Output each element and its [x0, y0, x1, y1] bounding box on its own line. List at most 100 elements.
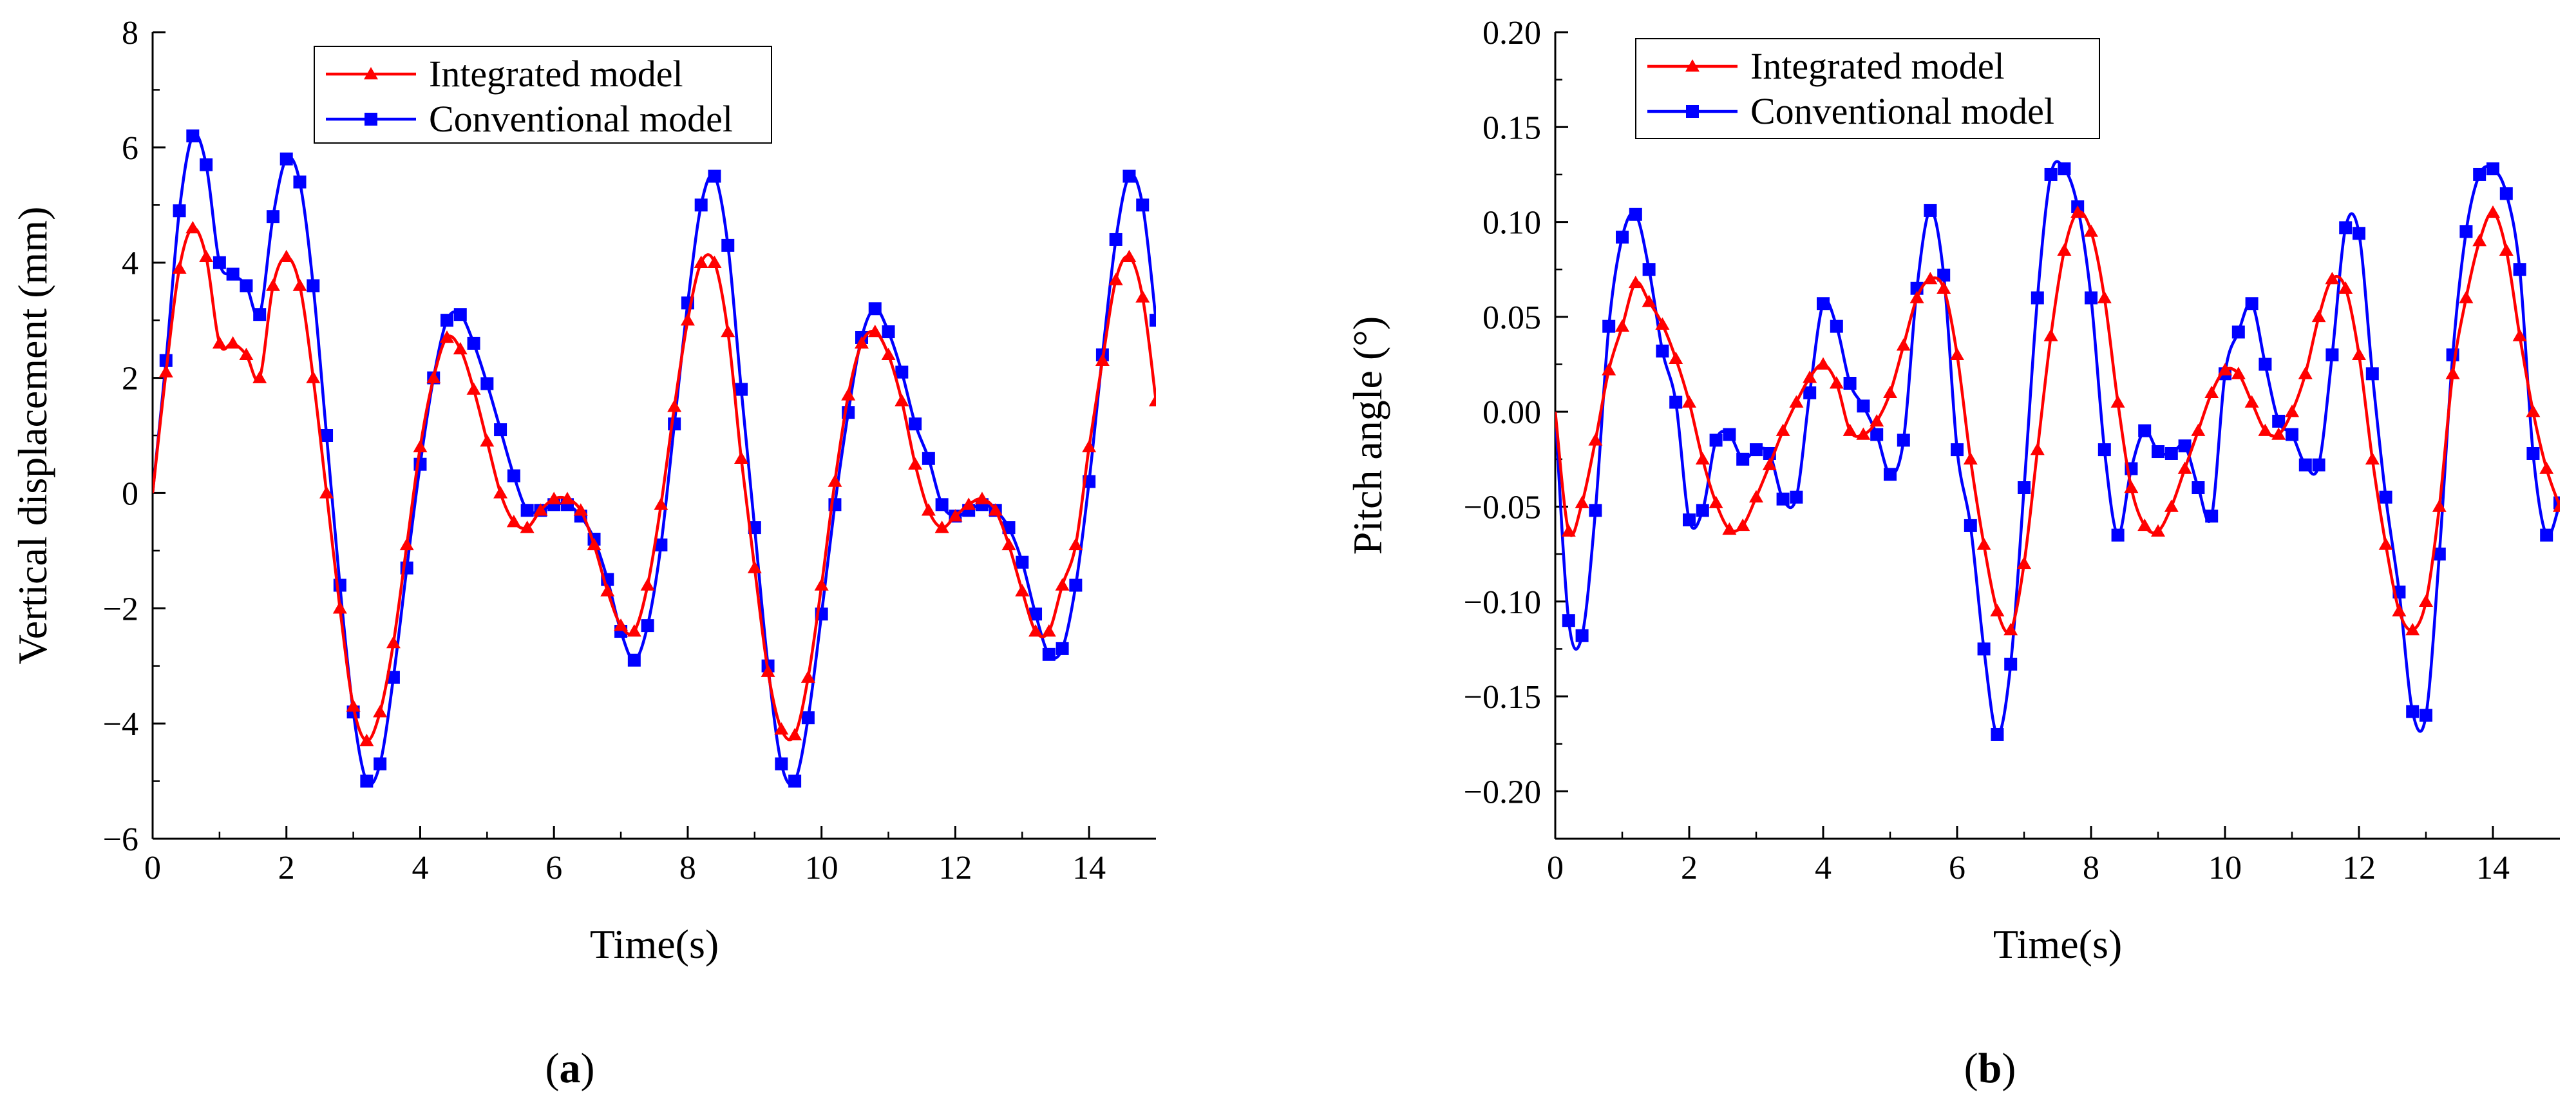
panel-a-data-point — [158, 365, 173, 377]
panel-a-data-point — [641, 619, 654, 633]
panel-b-y-tick-label: 0.05 — [1482, 300, 1541, 336]
panel-a-x-tick-label: 12 — [938, 850, 972, 886]
panel-a-y-tick-label: 2 — [122, 361, 138, 397]
panel-b-data-point — [2138, 424, 2152, 437]
panel-b-legend-box — [1635, 38, 2100, 139]
panel-a-data-point — [761, 664, 775, 677]
panel-b-data-point — [1709, 434, 1723, 447]
panel-a-legend-marker — [364, 67, 378, 80]
panel-a-chart: 0 2 4 6 8 10 12 14 −6 −4 −2 0 2 4 6 8 Time(s) Vertical di… — [10, 15, 1156, 967]
panel-a-data-point — [453, 341, 468, 355]
panel-a-data-point — [480, 377, 494, 390]
panel-a-data-point — [573, 503, 588, 516]
panel-b-data-point — [1682, 395, 1696, 408]
panel-b-data-point — [1575, 629, 1589, 642]
panel-b-data-point — [2205, 510, 2219, 523]
panel-b-data-point — [1602, 363, 1616, 376]
panel-b-data-point — [2540, 528, 2553, 542]
panel-b-x-tick-label: 0 — [1547, 850, 1564, 886]
panel-b-data-point — [2420, 709, 2432, 722]
panel-a-y-tick-label: 0 — [122, 475, 138, 512]
panel-b-data-point — [2191, 423, 2206, 436]
panel-b-data-point — [1923, 271, 1938, 285]
panel-b-data-point — [1642, 263, 1656, 276]
panel-a-data-point — [654, 497, 668, 510]
panel-a-data-point — [253, 308, 267, 321]
panel-b-data-point — [1829, 376, 1844, 389]
panel-a-data-point — [627, 653, 641, 667]
panel-b-data-point — [2258, 423, 2273, 436]
panel-b-data-point — [1669, 351, 1683, 364]
panel-b-series-conventional — [1555, 160, 2560, 741]
panel-a-legend-label: Conventional model — [429, 98, 733, 140]
panel-b-series-line — [1555, 210, 2560, 634]
panel-a-data-point — [226, 267, 240, 281]
panel-b-data-point — [1750, 443, 1763, 457]
panel-b-data-point — [2097, 291, 2112, 303]
panel-b-data-point — [1924, 204, 1937, 217]
panel-b-data-point — [1976, 537, 1991, 550]
panel-a-data-point — [1042, 647, 1056, 661]
panel-a-data-point — [881, 347, 896, 361]
panel-b-data-point — [1951, 443, 1964, 457]
panel-b-y-tick-label: 0.10 — [1482, 205, 1541, 242]
panel-a-data-point — [707, 255, 722, 268]
panel-a-legend-label: Integrated model — [429, 53, 683, 95]
panel-b-data-point — [2164, 446, 2178, 460]
panel-b-data-point — [2124, 481, 2139, 493]
panel-b-data-point — [2259, 358, 2272, 371]
panel-a-data-point — [399, 537, 414, 551]
panel-b-data-point — [2084, 224, 2098, 237]
panel-a-data-point — [374, 757, 387, 770]
panel-a-y-tick-label: −4 — [103, 706, 138, 743]
panel-a-data-point — [240, 279, 253, 292]
panel-a-data-point — [988, 503, 1003, 516]
panel-b-data-point — [2473, 167, 2486, 181]
panel-a-data-point — [320, 429, 334, 442]
panel-b-data-point — [2231, 325, 2245, 339]
panel-b-data-point — [2003, 622, 2018, 636]
panel-a-x-tick-label: 4 — [412, 850, 428, 886]
panel-b-series-line — [1555, 160, 2560, 736]
panel-b-legend-marker — [1685, 59, 1700, 72]
panel-a-data-point — [828, 474, 842, 487]
panel-b-data-point — [2192, 481, 2205, 495]
panel-b-data-point — [1843, 376, 1857, 390]
panel-a-data-point — [1150, 314, 1156, 327]
panel-a-data-point — [1082, 439, 1097, 453]
panel-b-data-point — [1736, 452, 1750, 466]
panel-b-data-point — [2539, 461, 2554, 474]
panel-a-x-tick-label: 8 — [679, 850, 696, 886]
panel-a-data-point — [200, 158, 213, 171]
panel-b-data-point — [2432, 499, 2447, 512]
panel-b-data-point — [1749, 490, 1763, 502]
panel-b-data-point — [2499, 187, 2513, 200]
panel-a-data-point — [520, 521, 535, 533]
panel-a-data-point — [600, 584, 615, 597]
panel-b-data-point — [2285, 405, 2299, 417]
panel-a-data-point — [386, 635, 401, 649]
panel-b-data-point — [2352, 347, 2366, 361]
panel-b-x-tick-label: 10 — [2208, 850, 2242, 886]
panel-b-data-point — [1762, 457, 1777, 470]
panel-a-data-point — [1122, 249, 1137, 263]
panel-b-data-point — [2298, 458, 2312, 472]
panel-a-data-point — [921, 503, 936, 516]
panel-a-data-point — [359, 733, 374, 747]
panel-a-data-point — [908, 457, 923, 470]
panel-a-data-point — [239, 347, 254, 361]
panel-b-data-point — [2004, 657, 2018, 671]
panel-b-data-point — [2043, 329, 2058, 341]
panel-a-series-line — [153, 132, 1156, 787]
panel-a-data-point — [173, 204, 186, 218]
panel-b-data-point — [1669, 396, 1683, 409]
panel-b-data-point — [2111, 528, 2125, 542]
panel-a-data-point — [373, 705, 388, 718]
panel-a-y-axis-title: Vertical displacement (mm) — [10, 207, 55, 665]
panel-a-data-point — [172, 261, 187, 274]
panel-a-data-point — [1135, 290, 1150, 303]
panel-b-data-point — [1575, 495, 1589, 508]
panel-b-data-point — [1896, 338, 1911, 351]
panel-a-data-point — [1015, 584, 1030, 597]
